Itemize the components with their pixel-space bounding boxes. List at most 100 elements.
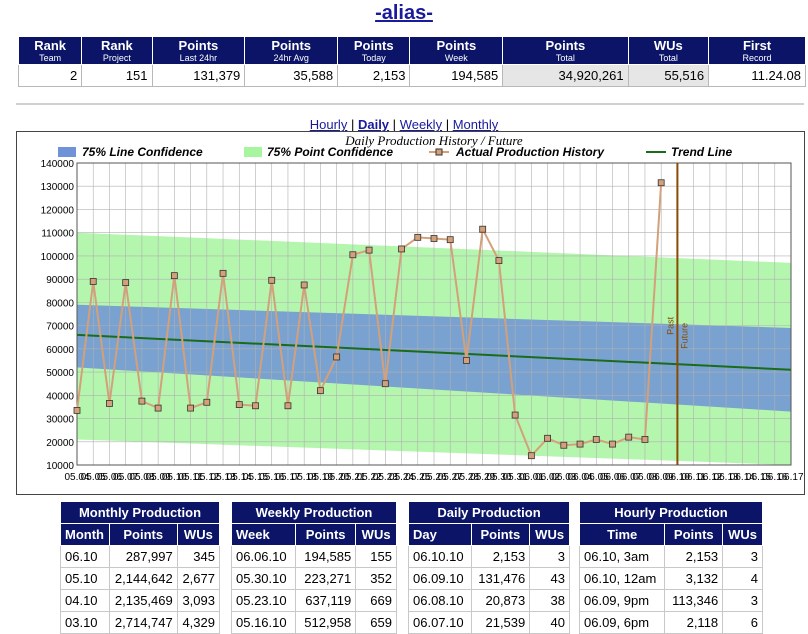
- table-row: 06.10, 3am 2,153 3: [578, 545, 763, 568]
- data-point: [73, 407, 81, 414]
- page-title[interactable]: -alias-: [375, 2, 433, 24]
- legend-label: 75% Line Confidence: [82, 145, 203, 159]
- y-tick-label: 80000: [46, 298, 74, 309]
- x-tick-label: 05.16: [259, 472, 284, 483]
- table-row: 06.10.10 2,153 3: [408, 545, 570, 568]
- data-point: [592, 436, 600, 443]
- cell: 40: [529, 611, 570, 634]
- table-row: 06.08.10 20,873 38: [408, 589, 570, 612]
- tab-hourly[interactable]: Hourly: [309, 117, 348, 132]
- period-tabs: Hourly | Daily | Weekly | Monthly: [0, 117, 808, 132]
- x-tick-label: 06.12: [697, 472, 722, 483]
- data-point: [398, 245, 405, 253]
- cell: 43: [529, 567, 570, 590]
- tab-monthly[interactable]: Monthly: [452, 117, 499, 132]
- x-tick-label: 05.06: [97, 472, 122, 483]
- table-row: 04.10 2,135,469 3,093: [60, 589, 221, 612]
- header-rank-project: Rank Project: [81, 36, 153, 65]
- table-row: 05.23.10 637,119 669: [230, 589, 397, 612]
- cell: 04.10: [60, 589, 110, 612]
- cell: 06.09.10: [408, 567, 472, 590]
- data-point: [349, 251, 357, 259]
- data-point: [511, 411, 519, 419]
- x-tick-label: 05.11: [178, 472, 203, 483]
- data-point: [235, 401, 243, 409]
- tab-weekly[interactable]: Weekly: [399, 117, 443, 132]
- y-tick-label: 10000: [46, 461, 74, 472]
- header-rank-team: Rank Team: [17, 36, 83, 65]
- x-tick-label: 05.27: [438, 472, 463, 483]
- data-point: [576, 440, 584, 448]
- wus-total-value: 55,516: [627, 64, 710, 87]
- cell: 3: [529, 545, 570, 568]
- monthly-header-points: Points: [108, 523, 178, 546]
- data-point: [527, 452, 535, 460]
- x-tick-label: 06.03: [551, 472, 576, 483]
- cell: 131,476: [470, 567, 531, 590]
- production-chart: Daily Production History / Future 75% Lin…: [16, 131, 805, 500]
- table-row: 06.07.10 21,539 40: [408, 611, 570, 634]
- x-tick-label: 05.19: [308, 472, 333, 483]
- x-tick-label: 05.04: [64, 472, 89, 483]
- points-today-value: 2,153: [337, 64, 411, 87]
- data-point: [252, 402, 259, 410]
- points-total-value: 34,920,261: [502, 64, 629, 87]
- tab-daily[interactable]: Daily: [357, 117, 390, 132]
- cell: 2,135,469: [108, 589, 178, 612]
- data-point: [106, 400, 113, 407]
- header-first-record: First Record: [708, 36, 806, 65]
- data-point: [479, 225, 487, 233]
- x-tick-label: 05.15: [243, 472, 268, 483]
- x-tick-label: 05.10: [162, 472, 187, 483]
- data-point: [365, 246, 373, 254]
- cell: 3: [722, 589, 763, 612]
- x-tick-label: 06.05: [584, 472, 609, 483]
- trend-line: [76, 333, 792, 371]
- daily-header-wus: WUs: [529, 523, 570, 546]
- header-points-avg: Points 24hr Avg: [244, 36, 339, 65]
- x-tick-label: 05.29: [470, 472, 495, 483]
- data-point: [414, 233, 422, 241]
- chart-svg: Daily Production History / Future 75% Lin…: [16, 131, 805, 495]
- x-tick-label: 05.18: [292, 472, 317, 483]
- cell: 155: [355, 545, 397, 568]
- table-row: 03.10 2,714,747 4,329: [60, 611, 221, 634]
- cell: 06.07.10: [408, 611, 472, 634]
- chart-title: Daily Production History / Future: [344, 133, 523, 148]
- table-row: 05.16.10 512,958 659: [230, 611, 397, 634]
- data-point: [446, 236, 454, 244]
- y-tick-label: 100000: [41, 252, 75, 263]
- hourly-table: Hourly Production Time Points WUs 06.10,…: [578, 501, 763, 634]
- monthly-caption: Monthly Production: [60, 501, 220, 524]
- cell: 2,153: [470, 545, 531, 568]
- header-wus-total: WUs Total: [627, 36, 710, 65]
- data-point: [495, 257, 503, 264]
- cell: 03.10: [60, 611, 110, 634]
- cell: 113,346: [664, 589, 724, 612]
- cell: 06.09, 6pm: [578, 611, 666, 634]
- x-tick-label: 05.31: [503, 472, 528, 483]
- header-points-today: Points Today: [337, 36, 411, 65]
- legend-label: Trend Line: [671, 145, 732, 159]
- data-point: [625, 433, 633, 441]
- cell: 21,539: [470, 611, 531, 634]
- hourly-caption: Hourly Production: [579, 501, 763, 524]
- cell: 20,873: [470, 589, 531, 612]
- points-week-value: 194,585: [409, 64, 504, 87]
- hourly-header-wus: WUs: [722, 523, 763, 546]
- hourly-header-points: Points: [664, 523, 724, 546]
- x-tick-label: 05.23: [373, 472, 398, 483]
- divider-label-future: Future: [679, 323, 689, 349]
- cell: 06.10, 3am: [578, 545, 666, 568]
- data-point: [317, 387, 324, 395]
- data-point: [300, 281, 308, 289]
- data-point: [381, 380, 389, 388]
- daily-table: Daily Production Day Points WUs 06.10.10…: [408, 501, 570, 634]
- x-tick-label: 06.04: [568, 472, 593, 483]
- plot-border: [76, 162, 792, 466]
- y-tick-label: 120000: [41, 205, 75, 216]
- table-row: 06.09, 6pm 2,118 6: [578, 611, 763, 634]
- legend-marker-actual: [435, 148, 443, 156]
- cell: 06.10: [60, 545, 110, 568]
- data-point: [463, 357, 470, 364]
